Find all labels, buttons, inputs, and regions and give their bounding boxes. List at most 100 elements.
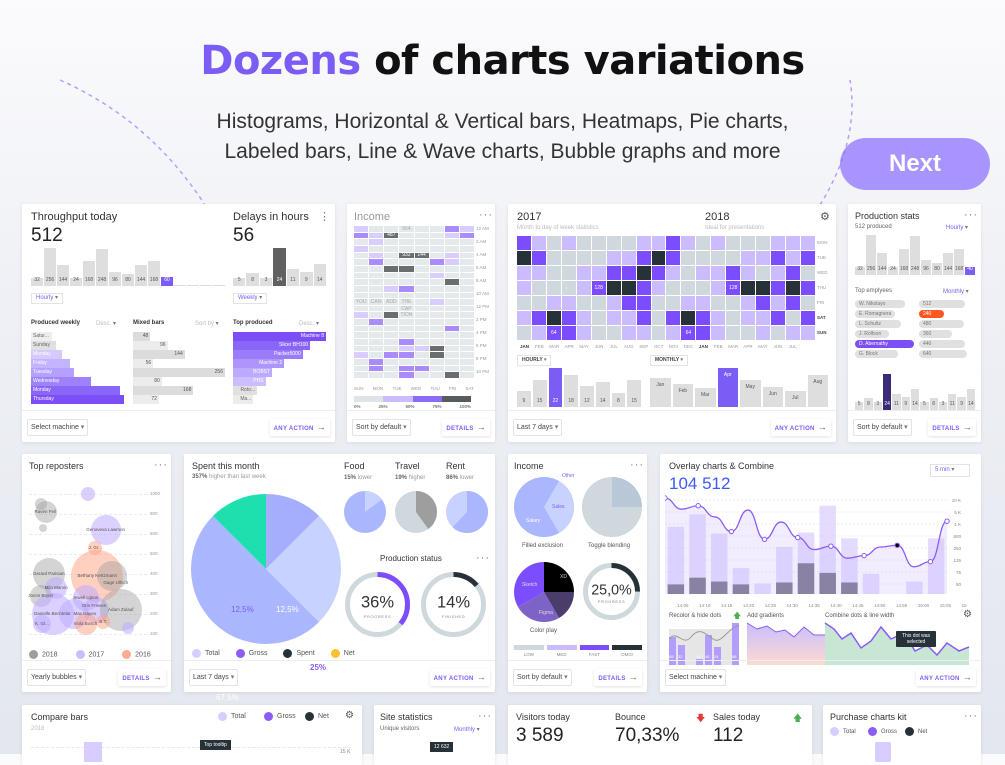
more-options-icon[interactable]: ··· (964, 710, 978, 722)
details-button[interactable]: DETAILS → (928, 419, 976, 436)
heatmap-cell (444, 345, 459, 352)
horizontal-bar: Monday (31, 386, 120, 395)
top-produced-sort[interactable]: Desc. (299, 320, 319, 327)
more-options-icon[interactable]: ··· (154, 459, 168, 471)
production-stats-card: Production stats ··· 512 produced Hourly… (848, 204, 981, 442)
heatmap-cell (384, 252, 399, 259)
monthly-dropdown[interactable]: MONTHLY (650, 355, 689, 366)
bar-value-label: 22 (552, 398, 559, 404)
heatmap-cell (369, 245, 384, 252)
heatmap-cell (459, 325, 474, 332)
heatmap-cell (459, 345, 474, 352)
gear-icon[interactable]: ⚙ (963, 609, 972, 620)
employee-value-pill: 480 (919, 320, 964, 328)
mini1-value: 56 (669, 654, 674, 659)
heatmap-cell (711, 296, 726, 310)
sort-dropdown[interactable]: Sort by default (853, 419, 912, 436)
calendar-col-label: JAN (698, 344, 708, 349)
any-action-button[interactable]: ANY ACTION → (770, 419, 831, 436)
heatmap-cell (651, 296, 666, 310)
mini2-line (746, 622, 825, 638)
income-title: Income (514, 461, 544, 471)
line-point (761, 536, 768, 542)
details-button[interactable]: DETAILS → (118, 669, 166, 686)
any-action-button[interactable]: ANY ACTION → (429, 669, 490, 686)
interval-dropdown[interactable]: 5 min (930, 464, 970, 477)
arrow-right-icon: → (476, 422, 486, 432)
heatmap-cell: 932 (399, 252, 414, 258)
bubble-label: Jovon Boyer (28, 593, 54, 598)
heatmap-cell (741, 236, 756, 250)
bar-value-label: 60 (164, 277, 170, 283)
arrow-right-icon: → (152, 672, 162, 682)
heatmap-cell (756, 281, 771, 295)
any-action-button[interactable]: ANY ACTION → (269, 419, 330, 436)
production-period-dropdown[interactable]: Hourly (946, 224, 968, 231)
heatmap-cell (369, 332, 384, 339)
heatmap-cell (384, 325, 399, 332)
more-options-icon[interactable]: ··· (964, 209, 978, 221)
top-produced-chart: Machine 8 Slicer BH100 Packer5000 Machine 2… (233, 332, 326, 404)
sort-dropdown[interactable]: Sort by default (513, 669, 572, 686)
details-button[interactable]: DETAILS → (442, 419, 490, 436)
line-point (828, 543, 834, 549)
bar-value-label: 24 (890, 266, 896, 272)
sort-dropdown[interactable]: Sort by default (352, 419, 411, 436)
employees-period-dropdown[interactable]: Monthly (943, 288, 969, 295)
more-options-icon[interactable]: ⋮ (319, 211, 331, 223)
gear-icon[interactable]: ⚙ (820, 211, 830, 223)
heatmap-cell (517, 326, 531, 340)
heatmap-cell (546, 251, 561, 265)
yearly-bubbles-dropdown[interactable]: Yearly bubbles (27, 669, 87, 686)
x-axis-label: 14:45 (852, 603, 864, 608)
any-action-button[interactable]: ANY ACTION → (915, 669, 976, 686)
employee-value-pill: 360 (919, 330, 952, 338)
mixed-bars-sort[interactable]: Sort by (195, 320, 219, 327)
bar-value-label: 32 (857, 266, 863, 272)
spent-percent: 357% (192, 474, 208, 480)
heatmap-cell (651, 266, 666, 280)
hourly-dropdown[interactable]: HOURLY (517, 355, 552, 366)
visitors-tooltip: 12 632 (430, 742, 454, 752)
heatmap-cell (399, 325, 414, 332)
heatmap-cell (726, 311, 741, 325)
throughput-bar-chart: 32 256 144 24 168 248 96 80 144 168 60 (31, 248, 225, 286)
scale-label: 0% (354, 404, 361, 409)
bubble-label: Milo Marvin (44, 585, 68, 590)
heatmap-cell (354, 372, 369, 378)
throughput-period-dropdown[interactable]: Hourly (31, 293, 64, 304)
heatmap-cell (801, 311, 815, 325)
employee-name-pill: J. Rolfson (855, 330, 889, 338)
gear-icon[interactable]: ⚙ (345, 710, 354, 721)
heatmap-cell (354, 359, 369, 365)
heatmap-cell (741, 326, 756, 340)
line-point (894, 542, 900, 548)
heatmap-cell (531, 281, 546, 295)
details-button[interactable]: DETAILS → (594, 669, 642, 686)
period-dropdown[interactable]: Last 7 days (513, 419, 563, 436)
more-options-icon[interactable]: ··· (478, 710, 492, 722)
produced-weekly-sort[interactable]: Desc. (96, 320, 116, 327)
heatmap-cell (414, 226, 429, 232)
bar: 144 (943, 252, 953, 275)
more-options-icon[interactable]: ··· (479, 209, 493, 221)
site-period-dropdown[interactable]: Monthly (454, 726, 480, 733)
kpi-label-bounce: Bounce (615, 712, 646, 722)
bar-value-label: 9 (304, 277, 308, 283)
delays-period-dropdown[interactable]: Weekly (233, 293, 268, 304)
select-machine-dropdown[interactable]: Select machine (665, 669, 727, 686)
heatmap-cell (726, 266, 741, 280)
x-axis-label: 15 (961, 603, 967, 608)
more-options-icon[interactable]: ··· (476, 552, 490, 564)
horizontal-bar: Roto... (233, 386, 258, 395)
heatmap-cell (369, 365, 384, 372)
select-machine-dropdown[interactable]: Select machine (27, 419, 89, 436)
more-options-icon[interactable]: ··· (630, 459, 644, 471)
bar-value-label: 9 (960, 401, 963, 407)
heatmap-cell: TION (399, 312, 414, 318)
next-button[interactable]: Next (840, 138, 990, 190)
heatmap-cell (666, 296, 681, 310)
period-dropdown[interactable]: Last 7 days (189, 669, 239, 686)
heatmap-cell (414, 339, 429, 345)
x-axis-label: 14:25 (764, 603, 777, 608)
